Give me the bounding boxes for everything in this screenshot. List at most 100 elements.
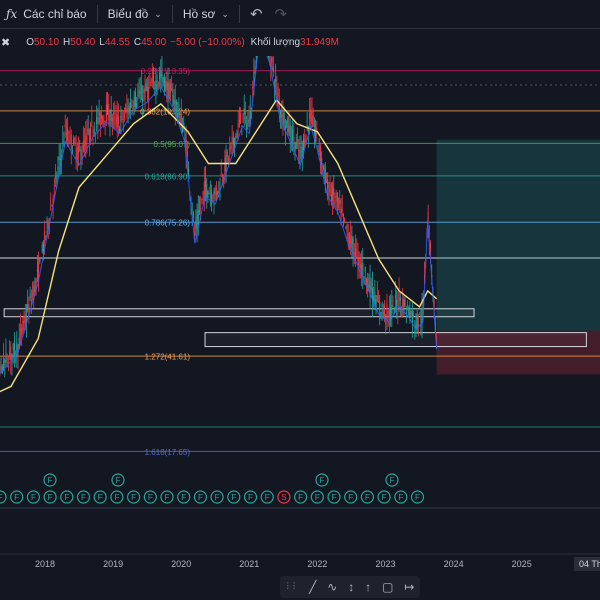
candle-body (271, 58, 273, 63)
candle-body (57, 166, 59, 170)
candle-body (415, 324, 417, 329)
event-marker-letter: F (231, 493, 236, 502)
price-chart[interactable]: 0.236(113.35) 0.382(103.24) 0.5(95.07) 0.61… (0, 56, 600, 576)
chevron-down-icon: ⌄ (154, 8, 162, 19)
event-marker-letter: F (332, 493, 337, 502)
candle-body (375, 298, 377, 311)
candle-body (353, 252, 355, 256)
ruler-icon[interactable]: ↦ (404, 580, 415, 594)
candle-body (336, 193, 338, 202)
candle-body (378, 301, 380, 304)
candle-body (87, 128, 89, 133)
candle-body (305, 134, 307, 142)
frame-icon[interactable]: ▢ (382, 580, 394, 594)
candle-body (17, 345, 19, 355)
candle-body (146, 86, 148, 92)
candle-body (325, 181, 327, 183)
candle-body (10, 347, 12, 361)
candle-body (311, 110, 313, 126)
candle-body (399, 297, 401, 301)
candle-body (290, 139, 292, 144)
candle-body (153, 75, 155, 80)
candle-body (104, 120, 106, 123)
candle-body (183, 122, 185, 129)
grip-icon[interactable]: ⠇⠇ (285, 581, 299, 593)
candle-body (113, 110, 115, 115)
candle-body (237, 122, 239, 128)
candle-body (286, 120, 288, 122)
trend-line-icon[interactable]: ╱ (309, 580, 317, 594)
candle-body (392, 300, 394, 302)
candle-body (71, 151, 73, 154)
long-position-icon[interactable]: ↑ (365, 580, 372, 594)
event-marker-letter: F (14, 493, 19, 502)
candle-body (171, 88, 173, 91)
ma-long-line (0, 98, 438, 393)
event-marker-letter: F (398, 493, 403, 502)
candle-body (206, 183, 208, 198)
time-axis[interactable]: 2018 2019 2020 2021 2022 2023 2024 2025 04 Th (0, 553, 600, 571)
candle-body (296, 139, 298, 141)
candle-body (34, 281, 36, 293)
candle-body (201, 198, 203, 200)
chart-menu-button[interactable]: Biểu đồ ⌄ (102, 0, 168, 28)
event-marker (110, 490, 124, 504)
candle-body (139, 91, 141, 94)
path-icon[interactable]: ∿ (327, 580, 338, 594)
candle-body (350, 235, 352, 248)
price-range-icon[interactable]: ↕ (348, 580, 355, 594)
candle-body (359, 263, 361, 269)
candle-body (111, 117, 113, 122)
indicators-button[interactable]: ƒx Các chỉ báo (0, 0, 93, 28)
candle-body (182, 125, 184, 133)
long-position-stop (436, 330, 600, 375)
candle-body (209, 193, 211, 195)
close-x-icon[interactable]: ✖ (1, 36, 11, 49)
candle-body (63, 144, 65, 146)
candle-body (100, 114, 102, 119)
candle-body (318, 150, 320, 152)
indicators-label: Các chỉ báo (23, 7, 87, 21)
candle-body (132, 107, 134, 110)
candle-body (300, 146, 302, 149)
candle-body (275, 78, 277, 82)
low-key: L (99, 36, 105, 48)
candle-body (173, 101, 175, 104)
candle-body (403, 298, 405, 314)
candle-body (420, 322, 422, 324)
crosshair-label-box (574, 557, 600, 571)
event-marker (344, 490, 358, 504)
candle-body (346, 224, 348, 232)
candle-body (340, 207, 342, 220)
candle-body (125, 108, 127, 110)
event-marker (294, 490, 308, 504)
candle-body (96, 116, 98, 124)
candle-body (38, 263, 40, 283)
candle-body (246, 123, 248, 130)
moving-averages (0, 56, 438, 393)
fib-retracement[interactable]: 0.236(113.35) 0.382(103.24) 0.5(95.07) 0.61… (0, 67, 600, 457)
candle-body (433, 299, 435, 308)
undo-button[interactable]: ↶ (244, 0, 269, 28)
candle-body (315, 132, 317, 136)
candle-body (92, 133, 94, 137)
candle-body (220, 174, 222, 177)
candle-body (384, 305, 386, 316)
event-marker (193, 490, 207, 504)
candle-body (117, 116, 119, 124)
candle-body (80, 149, 82, 161)
redo-button[interactable]: ↷ (269, 0, 294, 28)
event-marker-letter: F (48, 493, 53, 502)
candle-body (276, 86, 278, 95)
candle-body (249, 110, 251, 124)
candle-body (178, 104, 180, 115)
candle-body (161, 71, 163, 79)
close-value: 45.00 (141, 36, 167, 48)
event-marker-letter: F (148, 493, 153, 502)
candle-body (352, 237, 354, 255)
candle-body (160, 73, 162, 78)
profile-menu-button[interactable]: Hồ sơ ⌄ (177, 0, 235, 28)
candle-body (73, 138, 75, 143)
candle-body (202, 191, 204, 196)
candle-body (398, 292, 400, 306)
